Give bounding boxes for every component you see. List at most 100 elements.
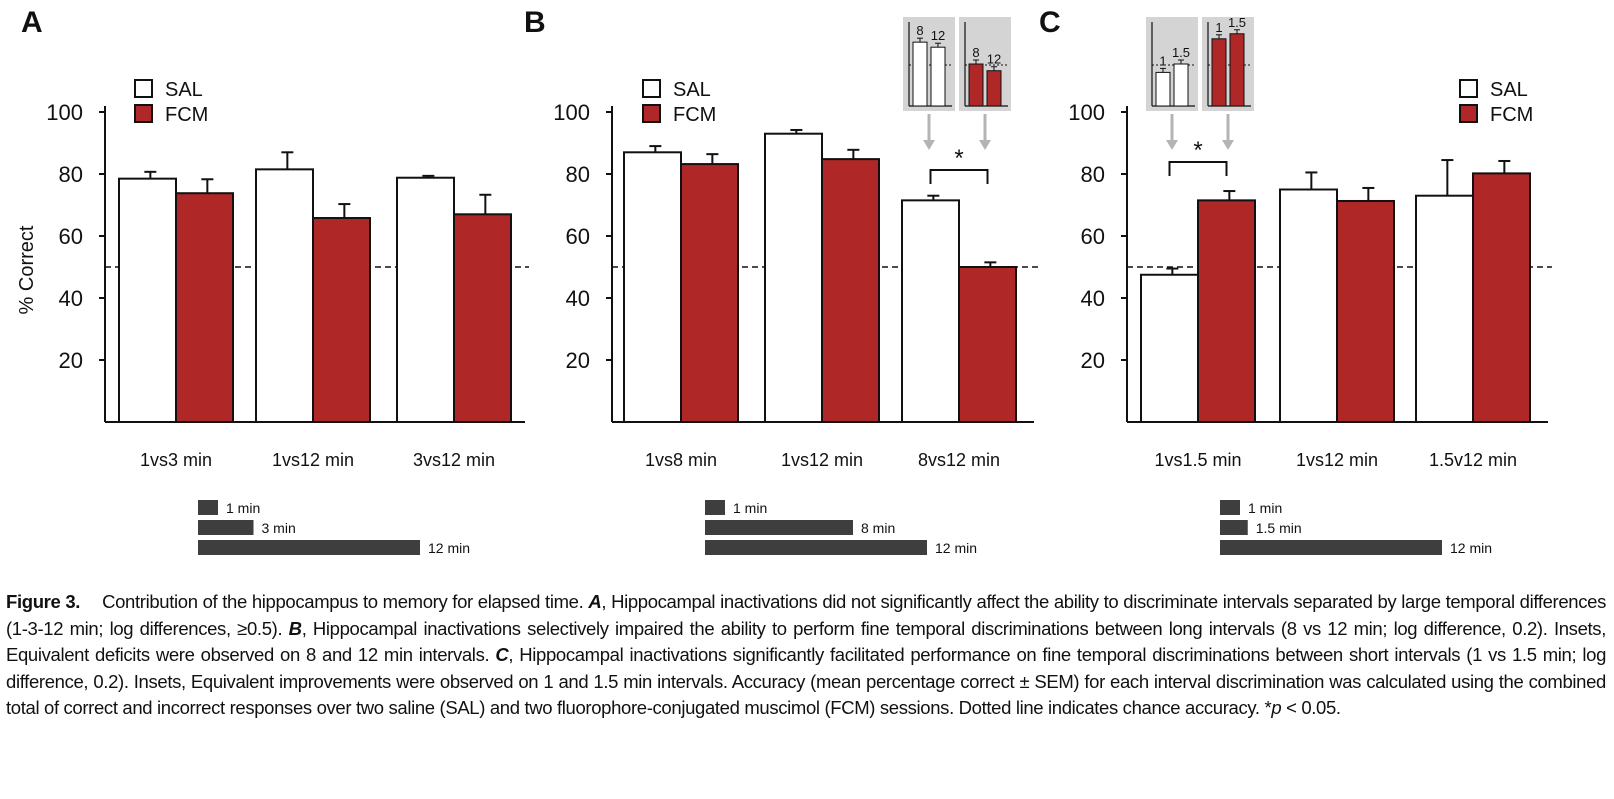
timebar	[1220, 520, 1248, 535]
inset-bar-label: 8	[972, 45, 979, 60]
legend-label-fcm: FCM	[673, 104, 716, 126]
inset-arrow-head	[1222, 140, 1234, 150]
figure-3: A % Correct 20 40 60 80 100 1vs3 min 1vs12 min 3v…	[16, 6, 1552, 556]
y-tick-label: 80	[1081, 162, 1105, 187]
category-label: 1vs12 min	[272, 450, 354, 470]
inset-bar	[930, 46, 946, 107]
timebar-label: 8 min	[861, 520, 895, 536]
bar-fcm	[453, 213, 512, 423]
legend-swatch-fcm	[134, 104, 153, 123]
significance-bracket	[1168, 161, 1228, 176]
legend-swatch-sal	[1459, 79, 1478, 98]
timebar	[198, 520, 254, 535]
figure-label: Figure 3.	[6, 591, 81, 612]
inset-bar-label: 1.5	[1228, 15, 1246, 30]
legend-label-sal: SAL	[165, 79, 203, 101]
panel-b: B 20 40 60 80 100 1vs8 min 1vs12 min 8vs12 min SA…	[524, 6, 1038, 556]
bar-sal	[255, 168, 314, 423]
inset-bar	[1155, 71, 1171, 107]
bar-fcm	[1472, 172, 1531, 423]
timebar	[705, 540, 927, 555]
timebar	[198, 540, 420, 555]
y-tick-label: 80	[566, 162, 590, 187]
inset-bar-label: 1.5	[1172, 45, 1190, 60]
category-label: 1vs12 min	[1296, 450, 1378, 470]
inset-bar	[1211, 38, 1227, 107]
caption-a-label: A	[588, 591, 602, 612]
category-label: 1vs12 min	[781, 450, 863, 470]
bar-fcm	[958, 266, 1017, 423]
category-label: 3vs12 min	[413, 450, 495, 470]
timebar	[705, 520, 853, 535]
inset-bar-label: 1	[1215, 20, 1222, 35]
inset-bar-label: 1	[1159, 53, 1166, 68]
panel-label: B	[524, 6, 546, 39]
figure-caption: Figure 3. Contribution of the hippocampus…	[6, 589, 1606, 722]
inset-bar	[1229, 33, 1245, 107]
timebar-label: 12 min	[428, 540, 470, 556]
bar-sal	[623, 151, 682, 424]
timebar-label: 1 min	[226, 500, 260, 516]
bar-sal	[118, 177, 177, 423]
caption-c-text: , Hippocampal inactivations significantl…	[6, 644, 1607, 718]
significance-bracket	[929, 169, 989, 184]
y-tick-label: 80	[59, 162, 83, 187]
y-tick-label: 60	[566, 224, 590, 249]
category-label: 1vs3 min	[140, 450, 212, 470]
inset-arrow-head	[923, 140, 935, 150]
inset-bar-label: 12	[987, 52, 1001, 67]
timebar-label: 3 min	[262, 520, 296, 536]
inset-background	[959, 17, 1011, 111]
significance-star: *	[1193, 137, 1202, 164]
inset-bar	[986, 70, 1002, 107]
bar-sal	[901, 199, 960, 423]
y-tick-label: 100	[1068, 100, 1105, 125]
bar-fcm	[821, 158, 880, 423]
legend-swatch-fcm	[642, 104, 661, 123]
inset-background	[1202, 17, 1254, 111]
bar-fcm	[680, 163, 739, 424]
timebar	[705, 500, 725, 515]
inset-bar-label: 12	[931, 28, 945, 43]
bar-sal	[1279, 188, 1338, 423]
timebar	[1220, 540, 1442, 555]
y-tick-label: 100	[46, 100, 83, 125]
timebar-label: 12 min	[935, 540, 977, 556]
y-tick-label: 20	[59, 348, 83, 373]
panel-label: A	[21, 6, 43, 39]
y-tick-label: 20	[566, 348, 590, 373]
panel-c: C 20 40 60 80 100 1vs1.5 min 1vs12 min 1.5v12 mi…	[1039, 6, 1552, 556]
bar-fcm	[175, 192, 234, 423]
category-label: 1vs1.5 min	[1154, 450, 1241, 470]
timebar-label: 1.5 min	[1256, 520, 1302, 536]
timebar	[198, 500, 218, 515]
inset-background	[903, 17, 955, 111]
panel-label: C	[1039, 6, 1061, 39]
caption-a-text: , Hippocampal inactivations did not sign…	[6, 591, 1606, 639]
y-tick-label: 40	[1081, 286, 1105, 311]
category-label: 8vs12 min	[918, 450, 1000, 470]
caption-intro: Contribution of the hippocampus to memor…	[102, 591, 589, 612]
panel-a: A % Correct 20 40 60 80 100 1vs3 min 1vs12 min 3v…	[16, 6, 529, 556]
bar-fcm	[312, 217, 371, 423]
caption-b-label: B	[288, 617, 302, 639]
legend-swatch-sal	[134, 79, 153, 98]
caption-c-label: C	[495, 644, 509, 665]
inset-bar	[968, 63, 984, 107]
timebar	[1220, 500, 1240, 515]
bar-fcm	[1197, 199, 1256, 423]
y-tick-label: 60	[59, 224, 83, 249]
inset-background	[1146, 17, 1198, 111]
inset-bar	[1173, 63, 1189, 107]
y-axis-label: % Correct	[16, 225, 38, 314]
caption-b-text: , Hippocampal inactivations selectively …	[6, 617, 1606, 666]
bar-sal	[1415, 194, 1474, 423]
inset-bar-label: 8	[916, 23, 923, 38]
timebar-label: 1 min	[1248, 500, 1282, 516]
bar-sal	[1140, 273, 1199, 423]
timebar-label: 12 min	[1450, 540, 1492, 556]
bar-sal	[764, 132, 823, 423]
inset-bar	[912, 41, 928, 107]
category-label: 1.5v12 min	[1429, 450, 1517, 470]
inset-arrow-head	[1166, 140, 1178, 150]
